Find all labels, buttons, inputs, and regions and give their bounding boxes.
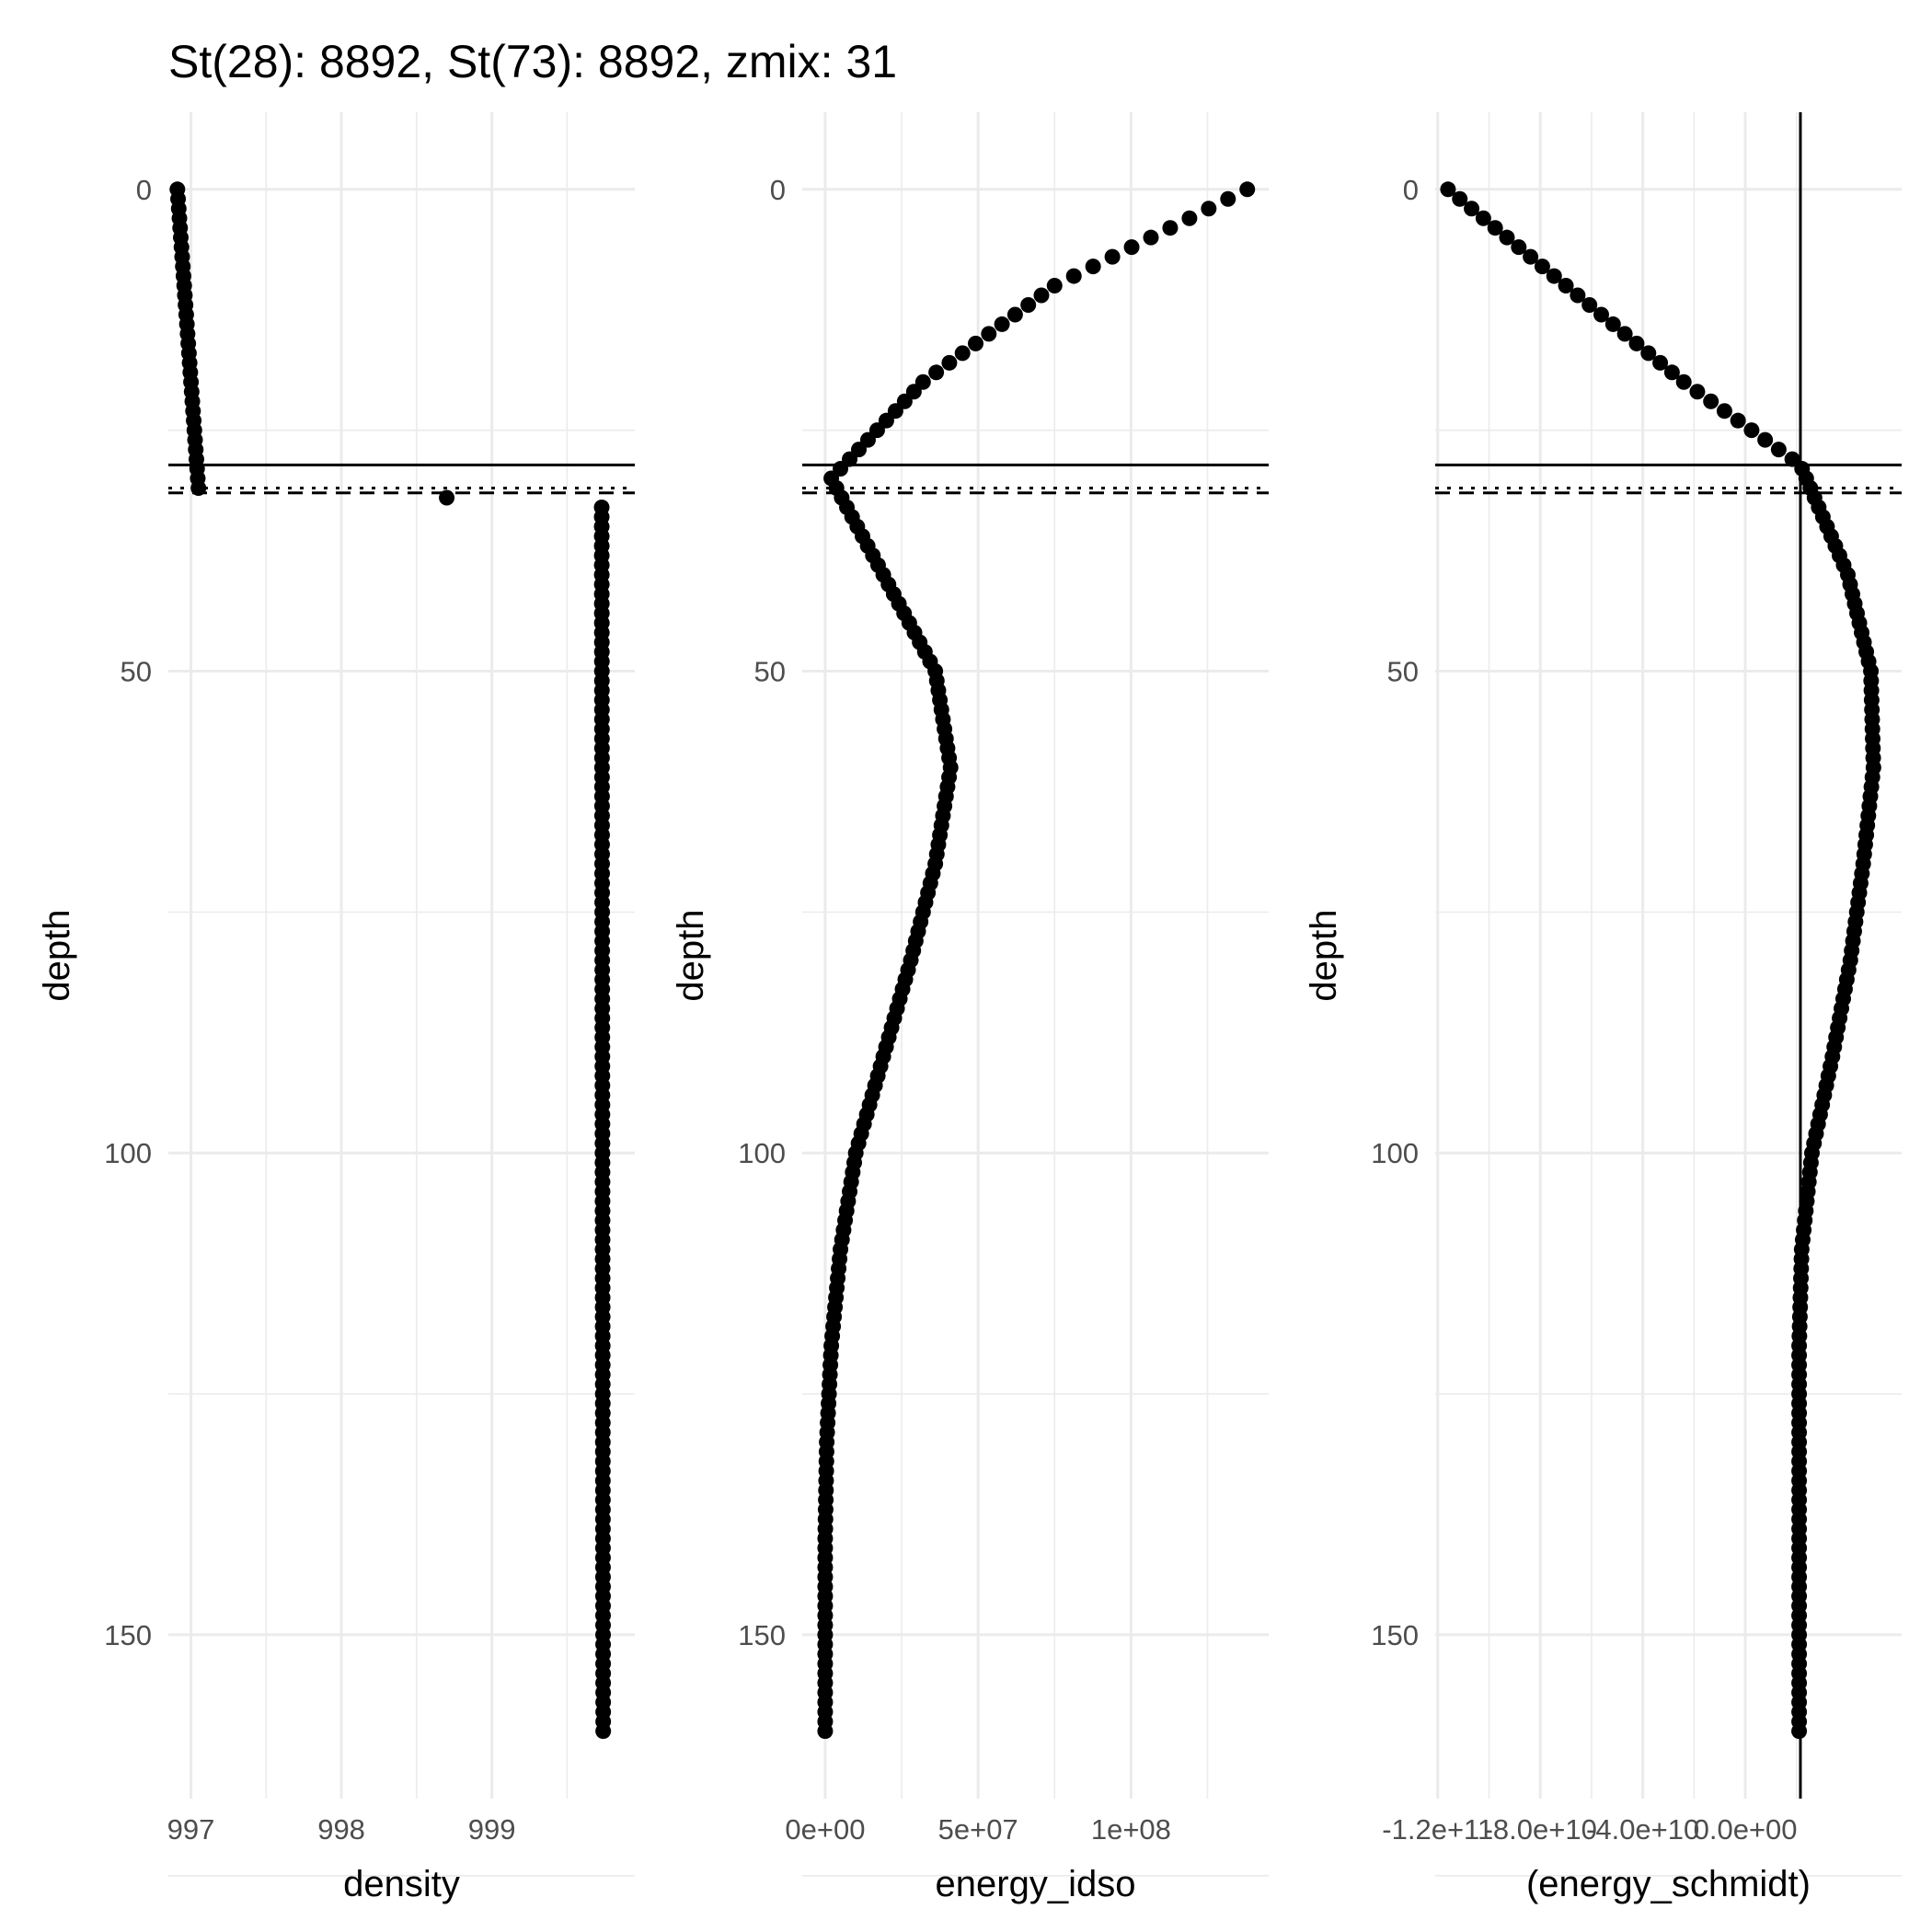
panel-energy-schmidt: 0 50 100 150 -1.2e+11-8.0e+10-4.0e+100.0e+00… <box>1304 112 1902 1904</box>
data-point <box>968 335 984 351</box>
y-tick-label: 150 <box>104 1619 152 1651</box>
data-point <box>941 354 958 371</box>
data-point <box>1181 210 1198 226</box>
data-point <box>1464 201 1480 217</box>
panel-energy-idso: 0 50 100 150 0e+00 5e+07 1e+08 energy_idso depth <box>671 112 1269 1904</box>
data-point <box>1570 287 1586 304</box>
data-point <box>1162 220 1179 236</box>
data-point <box>1104 248 1121 265</box>
data-point <box>1546 268 1562 284</box>
y-tick-label: 150 <box>1371 1619 1419 1651</box>
data-point <box>1499 229 1515 246</box>
data-point <box>1201 201 1217 217</box>
data-point <box>994 316 1010 332</box>
y-tick-label: 50 <box>754 656 786 688</box>
data-point <box>1604 316 1621 332</box>
data-point <box>1239 181 1256 198</box>
data-point <box>1558 278 1574 294</box>
data-point <box>595 1723 612 1740</box>
x-tick-label: 1e+08 <box>1091 1813 1171 1846</box>
data-point <box>981 326 997 342</box>
data-point <box>1143 229 1159 246</box>
data-point <box>1065 268 1082 284</box>
x-tick-label: 0.0e+00 <box>1694 1813 1798 1846</box>
x-tick-label: 997 <box>167 1813 215 1846</box>
y-tick-label: 0 <box>1403 174 1419 206</box>
data-point <box>1791 1723 1808 1740</box>
y-axis-label: depth <box>1304 909 1344 1001</box>
data-point <box>1220 190 1236 207</box>
data-point <box>1534 259 1550 275</box>
data-point <box>1581 296 1598 313</box>
x-tick-label: -4.0e+10 <box>1586 1813 1699 1846</box>
x-axis-label: density <box>343 1864 460 1904</box>
data-point <box>1511 239 1527 256</box>
data-point <box>1716 403 1732 420</box>
data-point <box>1730 412 1746 429</box>
data-point <box>1085 259 1101 275</box>
data-point <box>1006 306 1023 323</box>
data-point <box>1616 326 1633 342</box>
data-point <box>1523 248 1539 265</box>
data-point <box>1033 287 1050 304</box>
x-tick-label: 0e+00 <box>785 1813 865 1846</box>
y-tick-label: 0 <box>136 174 152 206</box>
x-tick-label: -1.2e+11 <box>1382 1813 1493 1846</box>
data-point <box>1475 210 1491 226</box>
data-point <box>1640 345 1657 362</box>
data-point <box>1628 335 1645 351</box>
data-point <box>1487 220 1503 236</box>
data-point <box>1784 451 1800 467</box>
data-point <box>1020 296 1037 313</box>
data-point <box>1675 374 1692 390</box>
data-point <box>1123 239 1140 256</box>
x-tick-label: 999 <box>468 1813 516 1846</box>
data-point <box>1046 278 1063 294</box>
data-point <box>1703 393 1719 409</box>
x-tick-label: 5e+07 <box>938 1813 1018 1846</box>
data-point <box>928 364 945 381</box>
y-tick-label: 50 <box>1387 656 1419 688</box>
data-point <box>1743 422 1760 439</box>
data-point <box>1593 306 1610 323</box>
data-point <box>954 345 971 362</box>
y-axis-label: depth <box>671 909 711 1001</box>
y-tick-label: 100 <box>738 1137 786 1169</box>
y-tick-label: 50 <box>121 656 152 688</box>
x-tick-label: -8.0e+10 <box>1484 1813 1597 1846</box>
data-point <box>439 489 455 506</box>
chart-title: St(28): 8892, St(73): 8892, zmix: 31 <box>168 36 897 87</box>
data-point <box>1652 354 1669 371</box>
data-point <box>1440 181 1456 198</box>
data-point <box>190 479 207 496</box>
data-point <box>1757 431 1774 448</box>
y-tick-label: 150 <box>738 1619 786 1651</box>
x-tick-label: 998 <box>317 1813 365 1846</box>
y-tick-label: 100 <box>1371 1137 1419 1169</box>
data-point <box>817 1723 834 1740</box>
data-point <box>1689 384 1706 400</box>
data-point <box>1452 190 1468 207</box>
x-axis-label: (energy_schmidt) <box>1526 1864 1811 1904</box>
y-tick-label: 0 <box>770 174 786 206</box>
x-axis-label: energy_idso <box>936 1864 1136 1904</box>
y-axis-label: depth <box>37 909 77 1001</box>
y-tick-label: 100 <box>104 1137 152 1169</box>
data-point <box>1663 364 1680 381</box>
data-point <box>1770 442 1787 458</box>
